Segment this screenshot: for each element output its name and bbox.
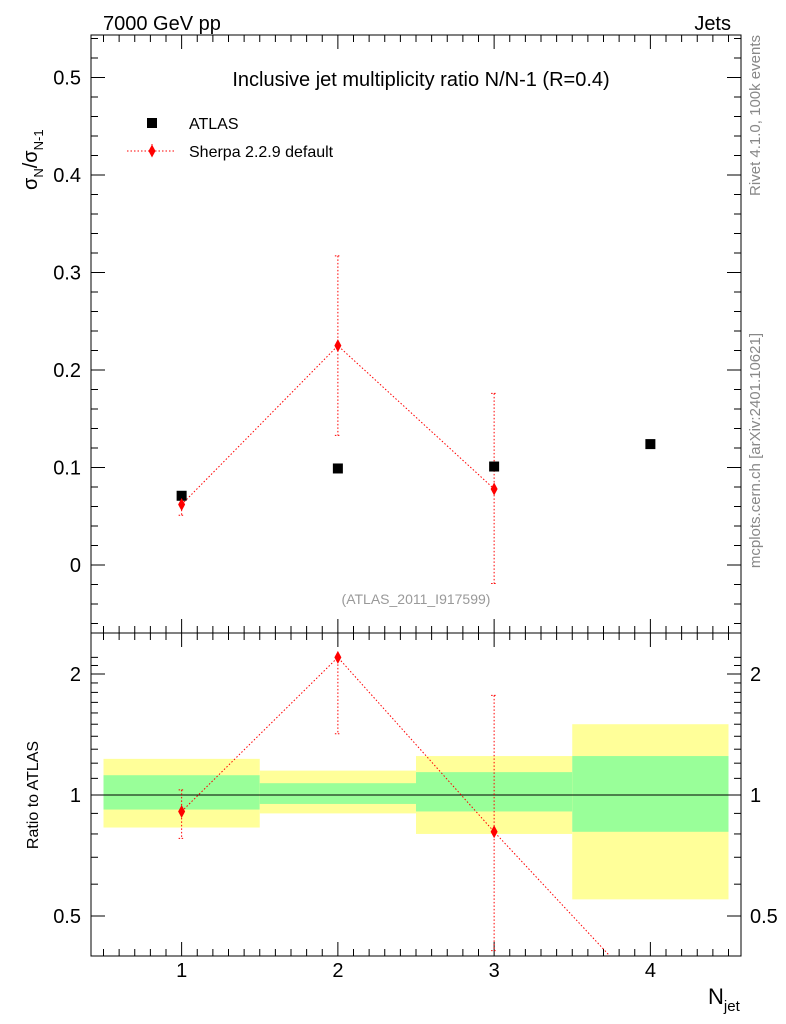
xtick-label: 1 <box>176 960 187 982</box>
main-ytick-label: 0.2 <box>53 360 81 382</box>
xtick-label: 2 <box>332 960 343 982</box>
sherpa-point <box>178 498 186 512</box>
legend-atlas-marker <box>147 118 157 128</box>
ratio-sherpa-point <box>178 804 186 818</box>
atlas-point <box>489 461 500 472</box>
legend-atlas-label: ATLAS <box>189 116 239 133</box>
main-ylabel: σN/σN-1 <box>20 129 46 190</box>
svg-text:σN/σN-1: σN/σN-1 <box>20 129 46 190</box>
main-ytick-label: 0 <box>70 555 81 577</box>
ratio-frame <box>90 632 742 957</box>
ylabel-subscript-n: N <box>31 168 46 177</box>
main-ytick-label: 0.5 <box>53 68 81 90</box>
ratio-band-green <box>572 756 729 832</box>
ratio-sherpa-line <box>181 656 611 956</box>
ratio-panel: 0.5 0.5 1 1 2 2 Ratio to ATLAS 1 2 3 4 Njet <box>25 632 778 1015</box>
ratio-band-green <box>259 783 416 804</box>
main-ytick-label: 0.3 <box>53 263 81 285</box>
ratio-ytick-label-right: 0.5 <box>750 906 778 928</box>
legend-sherpa-marker <box>148 144 156 158</box>
ratio-band-green <box>416 772 573 812</box>
analysis-id-label: (ATLAS_2011_I917599) <box>342 591 491 607</box>
atlas-point <box>645 439 656 450</box>
rivet-version-label: Rivet 4.1.0, 100k events <box>747 35 764 196</box>
ylabel-sigma: σ <box>20 177 42 190</box>
xtick-label: 4 <box>645 960 656 982</box>
ratio-ytick-label-right: 2 <box>750 664 761 686</box>
atlas-point <box>176 490 187 501</box>
energy-label: 7000 GeV pp <box>103 13 221 35</box>
ratio-ytick-label: 2 <box>70 664 81 686</box>
ratio-ytick-label-right: 1 <box>750 785 761 807</box>
xtick-label: 3 <box>489 960 500 982</box>
chart-title: Inclusive jet multiplicity ratio N/N-1 (… <box>232 69 609 91</box>
ratio-sherpa-point <box>490 825 498 839</box>
ratio-sherpa-point <box>334 650 342 664</box>
sherpa-point <box>334 339 342 353</box>
mcplots-label: mcplots.cern.ch [arXiv:2401.10621] <box>747 333 764 568</box>
atlas-point <box>332 463 343 474</box>
process-label: Jets <box>694 13 731 35</box>
sherpa-point <box>490 482 498 496</box>
main-ytick-label: 0.1 <box>53 458 81 480</box>
xlabel: Njet <box>708 984 741 1015</box>
ratio-ylabel: Ratio to ATLAS <box>25 741 42 849</box>
ratio-ytick-label: 0.5 <box>53 906 81 928</box>
ylabel-slash-sigma: /σ <box>20 150 42 169</box>
legend: ATLAS Sherpa 2.2.9 default <box>127 116 334 161</box>
ratio-band-green <box>103 775 260 810</box>
ratio-ytick-label: 1 <box>70 785 81 807</box>
xlabel-main: N <box>708 984 724 1009</box>
ylabel-subscript-n-minus-1: N-1 <box>31 129 46 150</box>
legend-sherpa-label: Sherpa 2.2.9 default <box>189 144 334 161</box>
sherpa-line <box>181 344 495 505</box>
xlabel-subscript: jet <box>723 998 741 1015</box>
main-ytick-label: 0.4 <box>53 165 81 187</box>
main-panel: Inclusive jet multiplicity ratio N/N-1 (… <box>20 34 742 634</box>
